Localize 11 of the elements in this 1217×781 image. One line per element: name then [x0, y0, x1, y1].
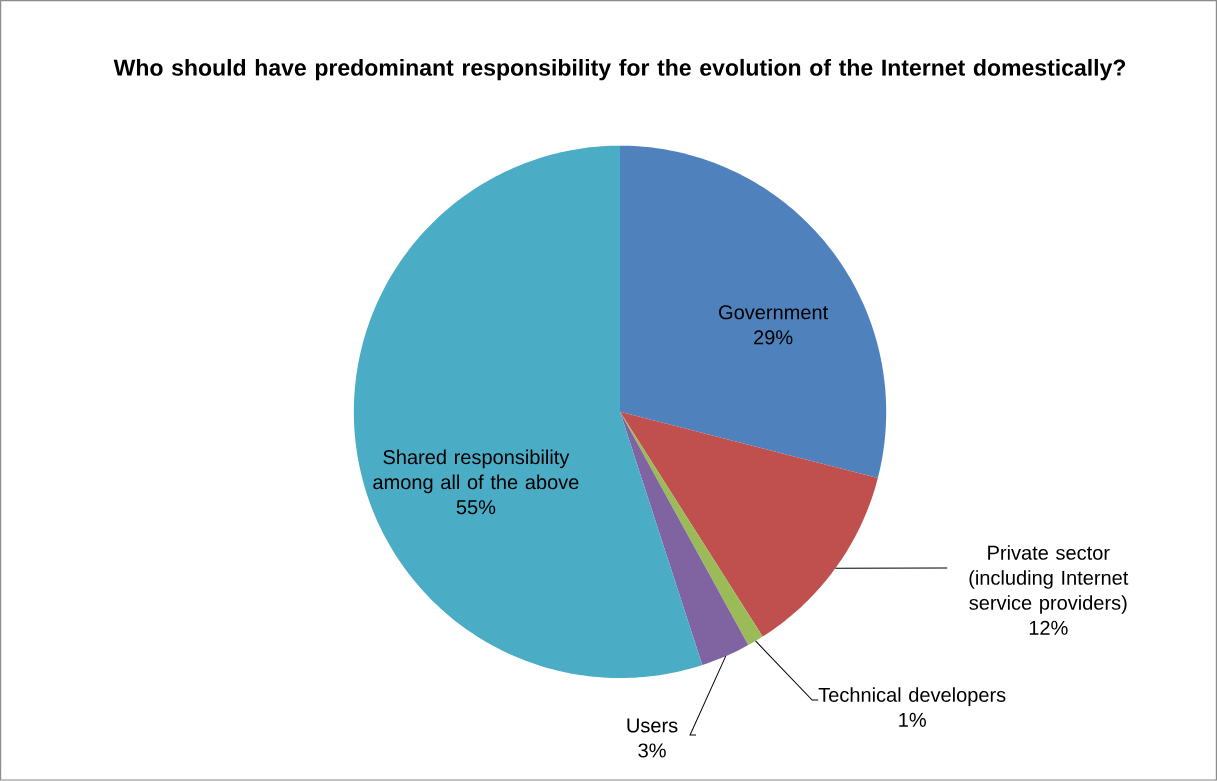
slice-label: Users — [627, 718, 678, 733]
chart-title: Who should have predominant responsibility for the evolution of the Internet domestically? — [113, 59, 1126, 81]
data-label: 1% — [899, 712, 926, 728]
data-label: 3% — [638, 743, 666, 758]
slice-label: Shared responsibility among all of the above — [373, 449, 579, 494]
data-label: 12% — [1029, 620, 1068, 635]
data-label: 29% — [754, 330, 793, 345]
slice-label: Technical developers — [818, 687, 1006, 707]
slice-label: Government — [719, 305, 829, 320]
data-label: 55% — [456, 500, 496, 515]
slice-label: Private sector (including Internet service providers) — [969, 545, 1129, 614]
